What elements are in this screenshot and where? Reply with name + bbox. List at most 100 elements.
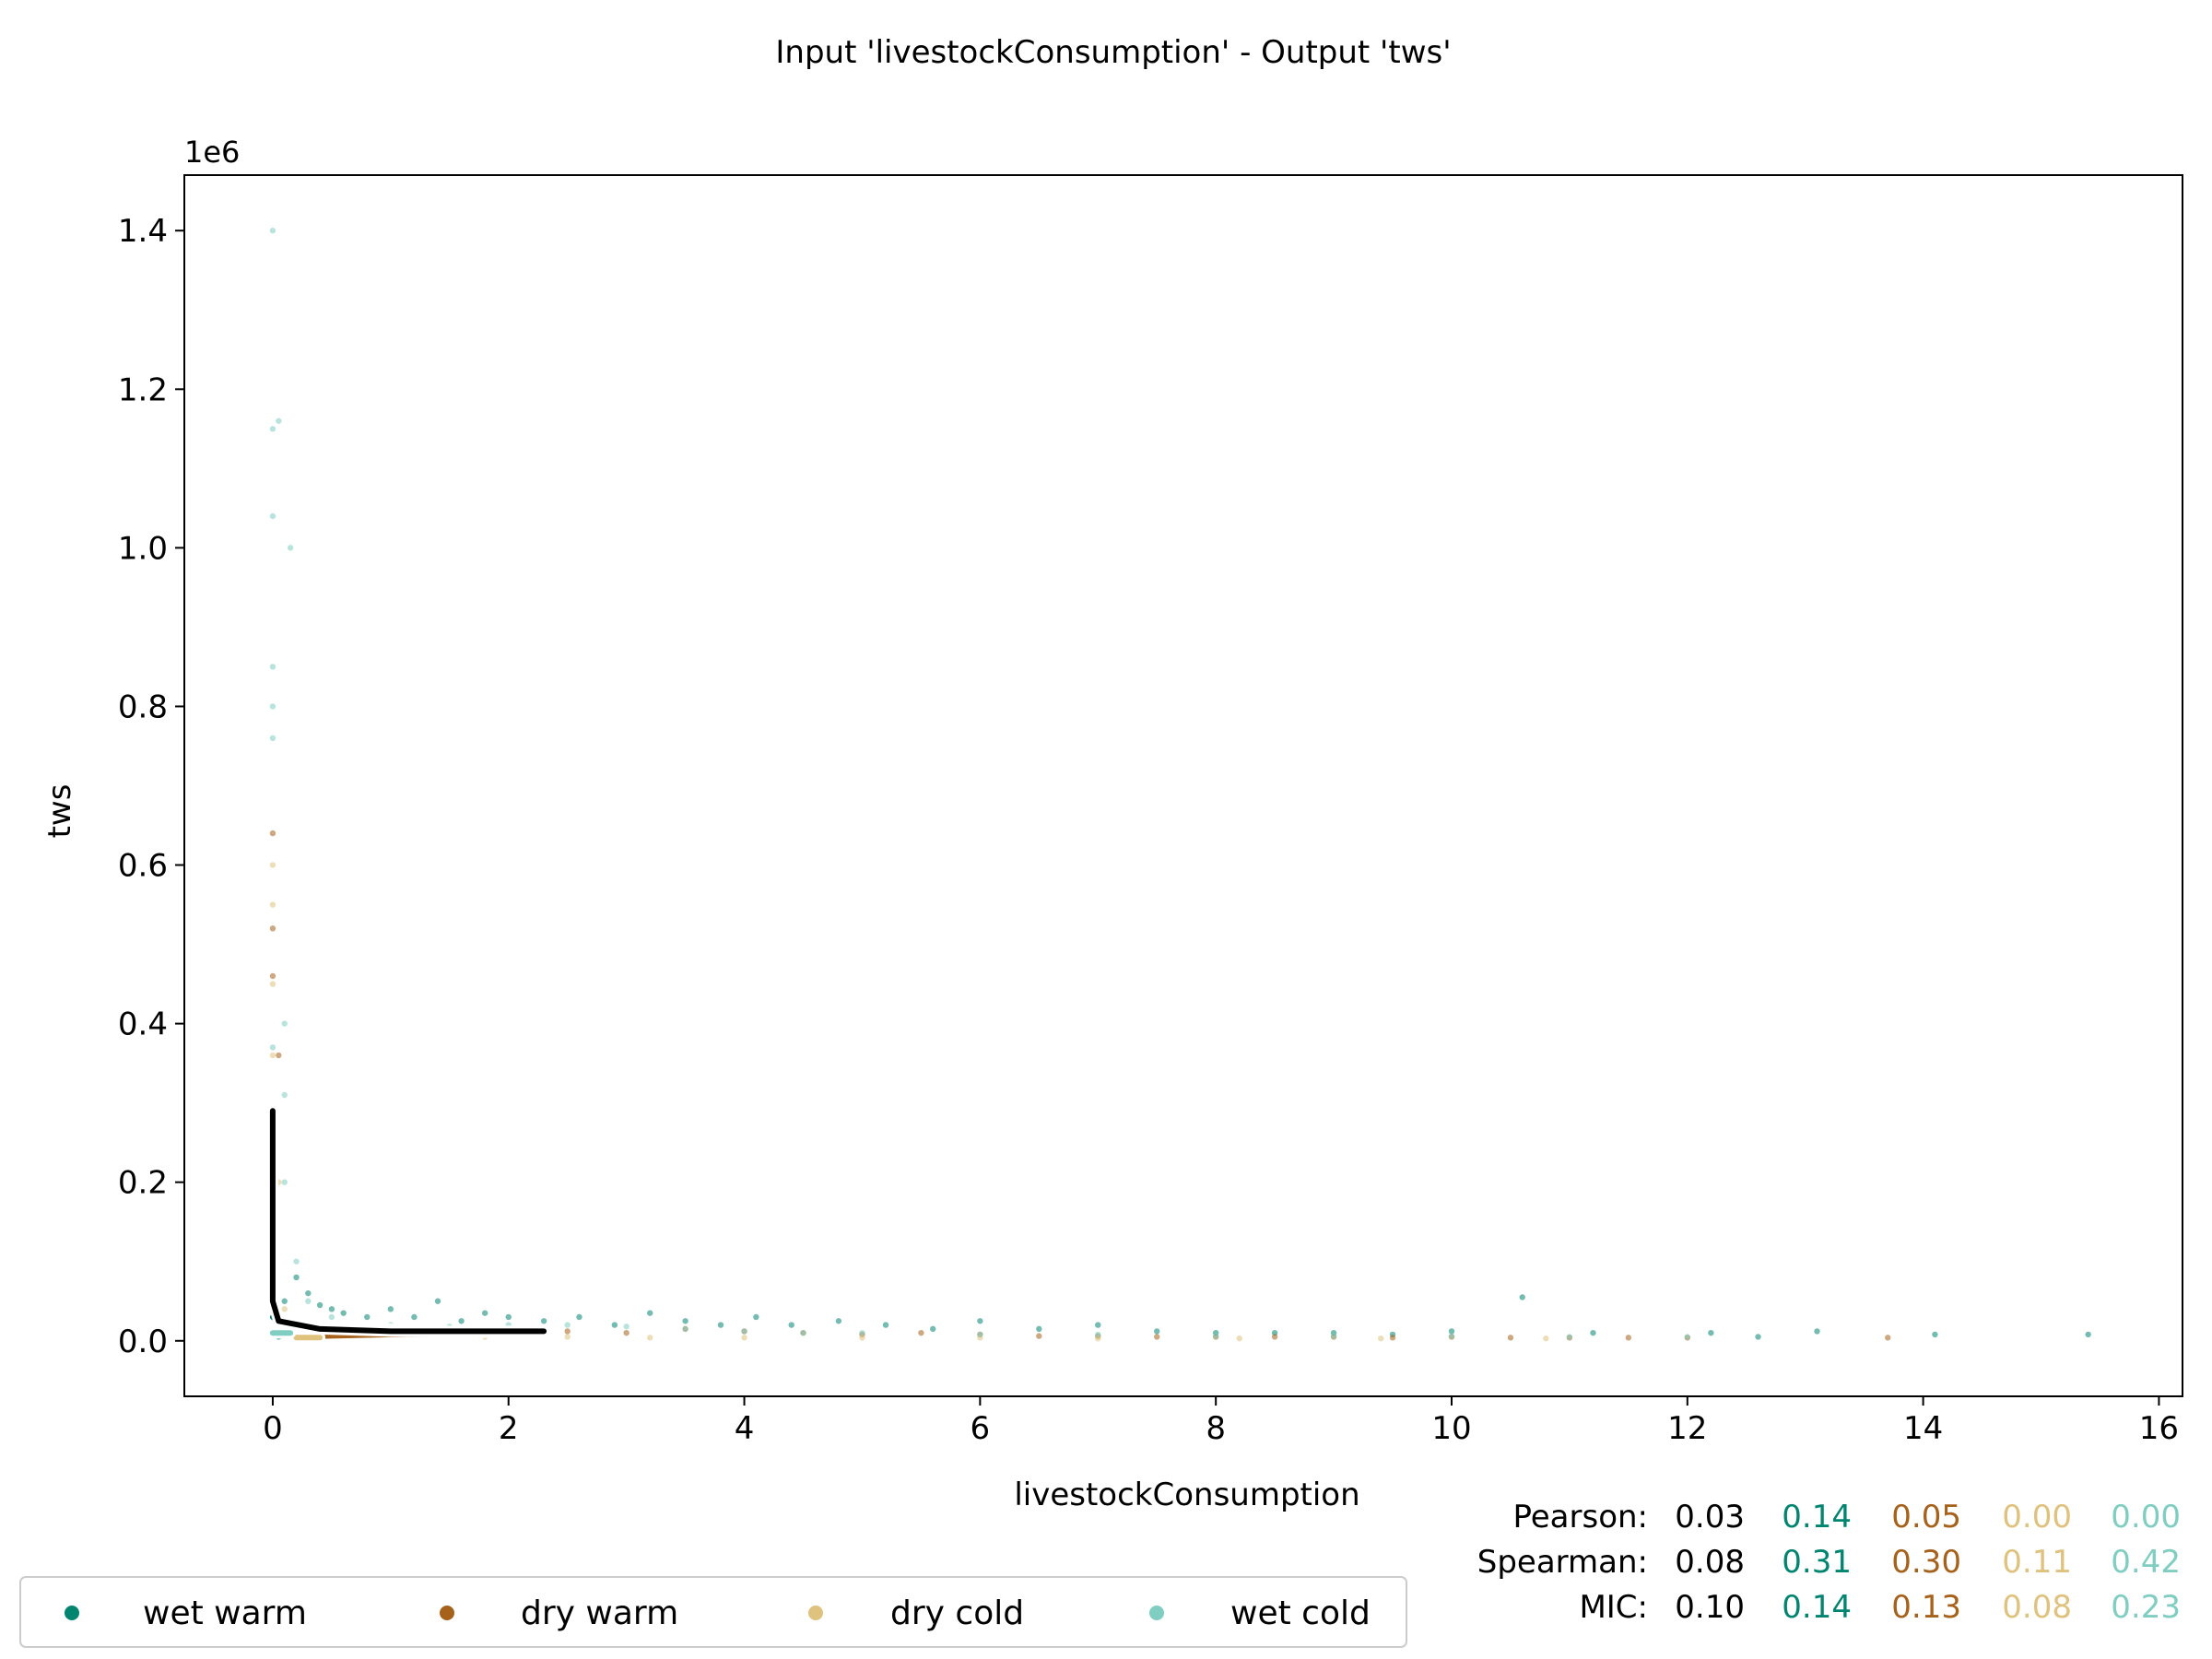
data-point (1814, 1328, 1820, 1335)
legend-box (19, 1576, 1407, 1648)
x-tick-label: 0 (263, 1410, 283, 1447)
plot-area: 0 2 4 6 8 10 12 14 16 0.0 0.2 0.4 0.6 0.8 1.0 1.2 1.4 (118, 174, 2183, 1447)
legend-marker (808, 1606, 823, 1620)
x-tick-label: 4 (735, 1410, 755, 1447)
data-point (316, 1301, 324, 1309)
y-offset-label: 1e6 (184, 135, 240, 170)
x-tick-label: 16 (2139, 1410, 2179, 1447)
x-axis-label: livestockConsumption (1014, 1477, 1359, 1513)
data-point (564, 1334, 571, 1340)
data-point (458, 1318, 465, 1324)
data-point (2085, 1331, 2091, 1338)
stats-value: 0.23 (2111, 1589, 2181, 1626)
data-point (269, 735, 276, 742)
y-axis-label: tws (41, 784, 78, 839)
y-tick-label: 0.4 (118, 1006, 168, 1043)
data-point (340, 1310, 347, 1316)
data-point (305, 1289, 312, 1297)
stats-label: Spearman: (1477, 1544, 1648, 1581)
data-point (788, 1322, 794, 1328)
data-point (647, 1335, 653, 1341)
data-point (682, 1325, 688, 1333)
data-point (281, 1306, 288, 1312)
data-point (305, 1298, 312, 1304)
chart-title: Input 'livestockConsumption' - Output 't… (775, 34, 1451, 71)
data-point (505, 1313, 512, 1321)
data-point (281, 1020, 288, 1027)
stats-value: 0.14 (1782, 1589, 1852, 1626)
data-point (276, 418, 282, 424)
stats-value: 0.42 (2111, 1544, 2181, 1581)
data-point (269, 228, 276, 234)
data-point (859, 1335, 865, 1341)
y-tick-label: 0.8 (118, 688, 168, 725)
y-tick-label: 1.4 (118, 213, 168, 250)
data-point (269, 1044, 276, 1051)
data-point (1507, 1335, 1514, 1341)
data-point (269, 925, 276, 932)
data-point (918, 1329, 924, 1336)
data-point (1036, 1325, 1042, 1333)
data-point (1378, 1335, 1384, 1342)
axes-frame (183, 174, 2183, 1397)
x-tick-label: 6 (971, 1410, 991, 1447)
data-point (564, 1328, 571, 1335)
data-point (281, 1091, 288, 1099)
data-point (1389, 1335, 1396, 1341)
stats-value: 0.31 (1782, 1544, 1852, 1581)
stats-value: 0.13 (1891, 1589, 1961, 1626)
y-tick-label: 1.0 (118, 530, 168, 567)
data-point (269, 1052, 276, 1059)
data-point (269, 426, 276, 432)
data-point (564, 1322, 571, 1328)
data-point (977, 1318, 983, 1324)
y-tick-label: 1.2 (118, 371, 168, 408)
data-point (623, 1324, 629, 1330)
regression-line-overall (269, 1108, 547, 1335)
data-point (1708, 1329, 1714, 1336)
data-point (1236, 1335, 1242, 1342)
data-point (293, 1258, 300, 1265)
data-point (1590, 1329, 1596, 1336)
data-point (276, 1052, 282, 1059)
data-point (269, 901, 276, 908)
stats-value: 0.14 (1782, 1499, 1852, 1535)
data-point (753, 1313, 759, 1321)
data-point (328, 1306, 335, 1312)
data-point (269, 862, 276, 868)
legend: wet warm dry warm dry cold wet cold (19, 1576, 1407, 1648)
data-point (281, 1298, 288, 1304)
data-point (647, 1310, 653, 1316)
data-point (269, 830, 276, 837)
data-point (859, 1329, 865, 1336)
x-tick-label: 2 (499, 1410, 519, 1447)
legend-marker (440, 1606, 454, 1620)
legend-label: wet cold (1230, 1594, 1371, 1632)
data-point (269, 664, 276, 670)
stats-value: 0.00 (2002, 1499, 2072, 1535)
data-point (281, 1179, 288, 1185)
stats-value: 0.08 (1675, 1544, 1745, 1581)
data-point (717, 1322, 724, 1328)
data-point (1755, 1334, 1761, 1340)
data-point (611, 1322, 618, 1328)
data-point (1448, 1328, 1455, 1335)
data-point (977, 1331, 983, 1338)
stats-value: 0.08 (2002, 1589, 2072, 1626)
data-point (1519, 1294, 1525, 1300)
legend-marker (1149, 1606, 1164, 1620)
data-point (1154, 1334, 1160, 1340)
data-point (741, 1335, 747, 1341)
data-point (1566, 1334, 1573, 1340)
x-tick-label: 10 (1431, 1410, 1471, 1447)
data-point (800, 1329, 806, 1336)
data-point (682, 1318, 688, 1324)
data-point (287, 545, 294, 551)
legend-label: wet warm (143, 1594, 307, 1632)
y-tick-label: 0.0 (118, 1324, 168, 1360)
data-point (1625, 1335, 1632, 1341)
data-point (1154, 1328, 1160, 1335)
data-point (1885, 1335, 1891, 1341)
data-point (364, 1313, 371, 1321)
